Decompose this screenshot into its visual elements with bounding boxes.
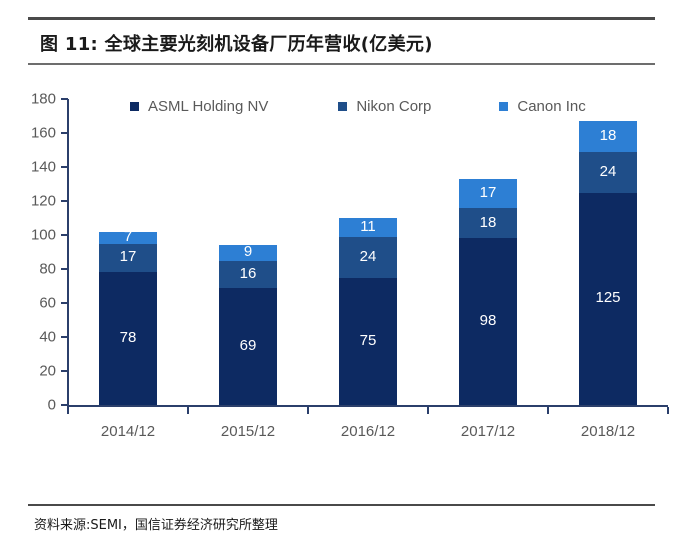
- y-axis-tick: [61, 404, 68, 406]
- legend-label-asml: ASML Holding NV: [148, 97, 269, 115]
- bar-segment[interactable]: 16: [219, 260, 277, 288]
- bar-value-label: 75: [359, 331, 377, 349]
- bar-value-label: 17: [479, 183, 497, 201]
- y-axis-tick-label: 120: [30, 192, 56, 210]
- x-axis-tick: [307, 407, 309, 414]
- y-axis-tick-label: 40: [39, 328, 56, 346]
- y-axis-tick: [61, 268, 68, 270]
- x-axis-tick: [67, 407, 69, 414]
- bar-group[interactable]: 78 17 7: [99, 228, 157, 405]
- y-axis-tick-label: 160: [30, 124, 56, 142]
- bar-value-label: 24: [359, 247, 377, 265]
- page-title: 图 11: 全球主要光刻机设备厂历年营收(亿美元): [40, 34, 433, 55]
- bar-segment[interactable]: 18: [579, 121, 637, 152]
- x-axis-tick: [667, 407, 669, 414]
- bar-value-label: 125: [595, 289, 621, 307]
- x-axis-tick: [187, 407, 189, 414]
- bar-value-label: 9: [243, 243, 253, 261]
- bar-segment[interactable]: 7: [99, 228, 157, 246]
- x-axis-tick-label: 2016/12: [340, 423, 396, 440]
- y-axis-tick-label: 80: [39, 260, 56, 278]
- bar-segment[interactable]: 24: [579, 151, 637, 193]
- legend-label-nikon: Nikon Corp: [356, 97, 432, 115]
- header-rule-bottom: [28, 63, 655, 65]
- x-axis-tick-label: 2014/12: [100, 423, 156, 440]
- bar-segment[interactable]: 17: [99, 243, 157, 273]
- chart-legend: ASML Holding NV Nikon Corp Canon Inc: [68, 96, 668, 116]
- footer-rule: [28, 504, 655, 506]
- bar-group[interactable]: 75 24 11: [339, 218, 397, 405]
- bar-segment[interactable]: 98: [459, 238, 517, 405]
- source-note: 资料来源:SEMI，国信证券经济研究所整理: [34, 518, 278, 533]
- bar-segment[interactable]: 78: [99, 272, 157, 405]
- y-axis-tick-label: 0: [47, 396, 56, 414]
- legend-item-asml[interactable]: ASML Holding NV: [130, 98, 268, 115]
- legend-item-nikon[interactable]: Nikon Corp: [338, 98, 431, 115]
- x-axis-tick-label: 2017/12: [460, 423, 516, 440]
- chart-area: ASML Holding NV Nikon Corp Canon Inc 180…: [0, 78, 683, 440]
- legend-swatch-icon-canon: [499, 101, 509, 111]
- bar-group[interactable]: 125 24 18: [579, 121, 637, 405]
- legend-swatch-icon-nikon: [338, 101, 348, 111]
- y-axis-tick-label: 180: [30, 90, 56, 108]
- bar-segment[interactable]: 9: [219, 243, 277, 261]
- y-axis-tick: [61, 166, 68, 168]
- y-axis-tick-label: 60: [39, 294, 56, 312]
- y-axis-tick-label: 140: [30, 158, 56, 176]
- bar-segment[interactable]: 69: [219, 287, 277, 405]
- bar-group[interactable]: 98 18 17: [459, 178, 517, 405]
- plot-area: 180 160 140 120 100 80 60 40 20 0 78 17 7 69 16 9 75 24 1…: [31, 91, 668, 414]
- bar-segment[interactable]: 125: [579, 192, 637, 405]
- bar-value-label: 98: [479, 312, 497, 330]
- y-axis-tick-label: 100: [30, 226, 56, 244]
- bar-value-label: 11: [360, 217, 376, 235]
- x-axis-line: [67, 405, 668, 407]
- bar-value-label: 69: [239, 336, 257, 354]
- bar-group[interactable]: 69 16 9: [219, 243, 277, 405]
- legend-label-canon: Canon Inc: [517, 97, 586, 115]
- bar-value-label: 18: [479, 213, 497, 231]
- bar-value-label: 18: [599, 126, 617, 144]
- bar-segment[interactable]: 75: [339, 277, 397, 405]
- y-axis-tick: [61, 370, 68, 372]
- y-axis-tick: [61, 200, 68, 202]
- bar-segment[interactable]: 11: [339, 218, 397, 237]
- bar-value-label: 16: [239, 264, 257, 282]
- bar-value-label: 17: [119, 248, 137, 266]
- bar-value-label: 7: [123, 228, 133, 246]
- x-axis-tick-label: 2018/12: [580, 423, 636, 440]
- bar-value-label: 24: [599, 162, 617, 180]
- header-rule-top: [28, 17, 655, 20]
- x-axis-tick: [547, 407, 549, 414]
- y-axis-tick: [61, 302, 68, 304]
- y-axis-tick: [61, 132, 68, 134]
- bar-segment[interactable]: 18: [459, 207, 517, 239]
- x-axis-tick: [427, 407, 429, 414]
- legend-item-canon[interactable]: Canon Inc: [499, 97, 586, 115]
- bar-segment[interactable]: 17: [459, 178, 517, 208]
- y-axis-line: [67, 99, 69, 406]
- bar-segment[interactable]: 24: [339, 236, 397, 278]
- legend-swatch-icon-asml: [130, 101, 139, 111]
- y-axis-tick: [61, 336, 68, 338]
- y-axis-tick: [61, 234, 68, 236]
- x-axis-tick-label: 2015/12: [220, 423, 276, 440]
- y-axis-tick-label: 20: [39, 362, 56, 380]
- bar-value-label: 78: [119, 329, 137, 347]
- y-axis-tick: [61, 98, 68, 100]
